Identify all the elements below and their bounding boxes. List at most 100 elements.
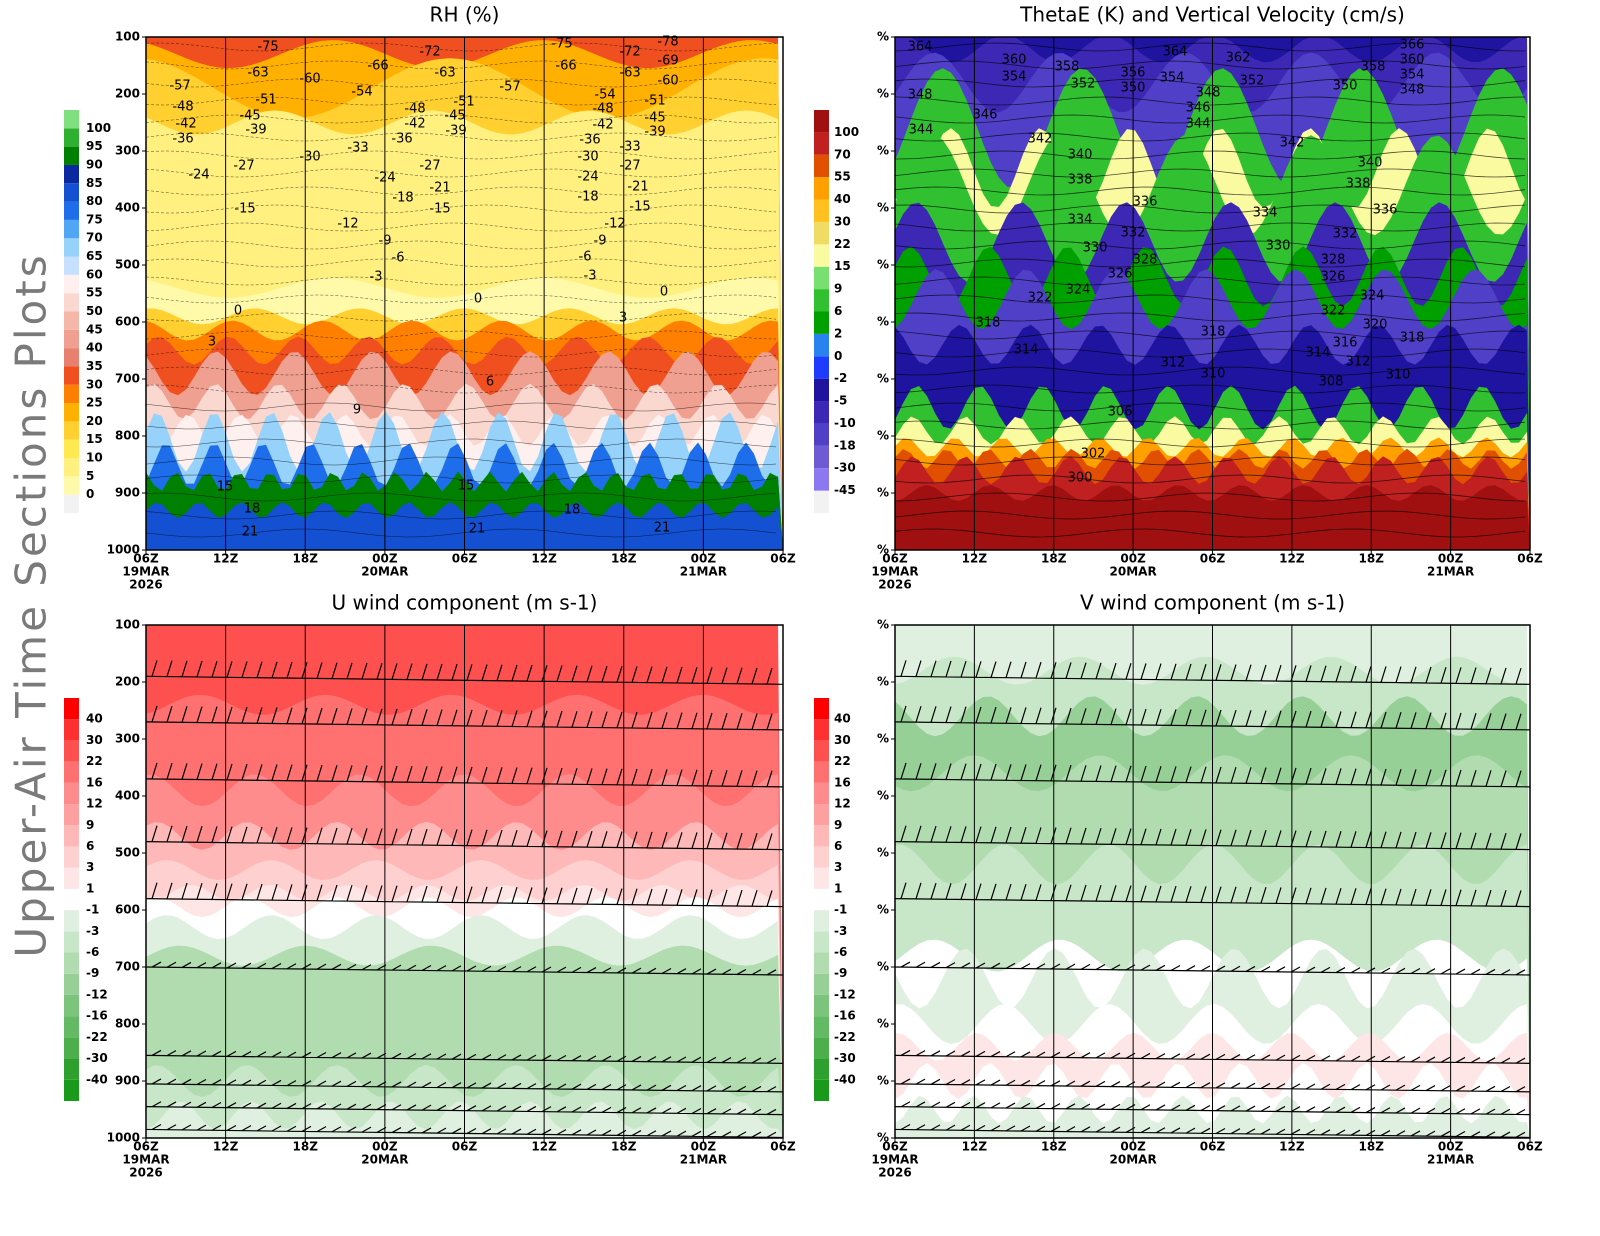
contour-label: 332 [1333, 227, 1358, 242]
y-tick-label: % [877, 372, 889, 386]
contour-label: -12 [604, 217, 625, 232]
y-tick-label: % [877, 618, 889, 632]
x-tick-label: 00Z [372, 552, 398, 566]
contour-line [145, 492, 777, 502]
contour-label: -18 [392, 191, 413, 206]
contour-label: -27 [233, 159, 254, 174]
contour-line [145, 276, 776, 286]
colorbar-box [814, 132, 829, 155]
x-tick-label: 06Z [133, 1140, 159, 1154]
y-tick-label: 700 [115, 372, 140, 386]
colorbar-label: 55 [834, 170, 851, 184]
colorbar-box [64, 183, 79, 202]
y-tick-label: 100 [115, 618, 140, 632]
contour-line [894, 114, 1526, 124]
colorbar-label: 90 [86, 157, 103, 171]
colorbar-box [64, 256, 79, 275]
colorbar-label: 25 [86, 396, 103, 410]
contour-label: 314 [1014, 343, 1039, 358]
colorbar-label: 6 [834, 304, 842, 318]
contour-label: 360 [1002, 53, 1027, 68]
contour-label: -69 [657, 54, 678, 69]
contour-label: -42 [175, 117, 196, 132]
colorbar-label: -30 [834, 461, 856, 475]
colorbar-box [814, 846, 829, 868]
colorbar-box [64, 867, 79, 889]
y-tick-label: 900 [115, 486, 140, 500]
contour-label: 348 [1196, 86, 1221, 101]
contour-label: 344 [909, 123, 934, 138]
x-tick-label: 06Z [1200, 552, 1226, 566]
colorbar-box [814, 1079, 829, 1101]
colorbar-box [64, 698, 79, 720]
y-tick-label: % [877, 486, 889, 500]
contour-line [894, 150, 1526, 160]
contour-line [894, 474, 1526, 484]
colorbar-label: -6 [834, 945, 847, 959]
y-tick-label: 300 [115, 732, 140, 746]
colorbar-label: -5 [834, 394, 847, 408]
contour-label: 352 [1071, 77, 1096, 92]
contour-label: 6 [486, 375, 494, 390]
colorbar-label: 95 [86, 139, 103, 153]
colorbar-label: 30 [86, 733, 103, 747]
contour-line [145, 420, 777, 430]
contour-label: -30 [299, 150, 320, 165]
date-label: 21MAR [680, 1153, 727, 1167]
y-tick-label: 600 [115, 903, 140, 917]
colorbar-box [814, 1037, 829, 1059]
contour-label: -48 [172, 100, 193, 115]
colorbar-label: -12 [86, 987, 108, 1001]
contour-label: 21 [242, 525, 259, 540]
contour-label: 336 [1133, 195, 1158, 210]
contour-line [145, 240, 777, 250]
y-tick-label: 500 [115, 258, 140, 272]
x-tick-label: 18Z [1041, 552, 1067, 566]
contour-label: 310 [1386, 368, 1411, 383]
panel-title: V wind component (m s-1) [1080, 591, 1345, 615]
colorbar-box [814, 199, 829, 222]
plot-frame [145, 624, 784, 1139]
x-tick-label: 00Z [691, 552, 717, 566]
contour-line [145, 186, 777, 196]
x-tick-label: 06Z [452, 552, 478, 566]
colorbar-label: 0 [86, 487, 94, 501]
contour-label: 324 [1360, 289, 1385, 304]
colorbar-box [64, 761, 79, 783]
contour-label: -3 [584, 269, 597, 284]
contour-label: 306 [1108, 405, 1133, 420]
colorbar-box [64, 329, 79, 349]
colorbar-box [814, 952, 829, 974]
contour-label: 326 [1108, 267, 1133, 282]
contour-label: -21 [627, 180, 648, 195]
colorbar-label: 40 [834, 192, 851, 206]
x-tick-label: 06Z [452, 1140, 478, 1154]
x-tick-label: 18Z [611, 1140, 637, 1154]
date-label: 21MAR [1427, 1153, 1474, 1167]
x-tick-label: 06Z [882, 1140, 908, 1154]
contour-line [894, 366, 1526, 376]
x-tick-label: 12Z [962, 1140, 988, 1154]
contour-label: 3 [208, 335, 216, 350]
colorbar-label: 100 [86, 121, 111, 135]
contour-label: 350 [1333, 79, 1358, 94]
contour-line [145, 438, 777, 448]
contour-line [145, 312, 777, 322]
contour-label: 354 [1002, 70, 1027, 85]
colorbar-box [64, 293, 79, 312]
y-tick-label: 800 [115, 1017, 140, 1031]
contour-label: -3 [370, 270, 383, 285]
contour-line [894, 510, 1526, 520]
contour-line [894, 438, 1526, 448]
contour-label: -75 [551, 37, 572, 52]
colorbar-box [64, 476, 79, 495]
colorbar-box [814, 931, 829, 953]
colorbar-box [814, 445, 829, 469]
contour-label: 312 [1161, 356, 1186, 371]
colorbar-label: 12 [834, 797, 851, 811]
contour-label: 364 [1163, 45, 1188, 60]
contour-label: 318 [976, 316, 1001, 331]
year-label: 2026 [878, 1166, 911, 1180]
colorbar-label: -45 [834, 483, 856, 497]
